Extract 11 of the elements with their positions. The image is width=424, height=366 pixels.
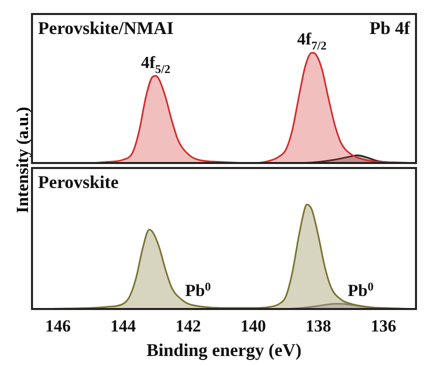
- x-tick-label: 146: [45, 316, 71, 336]
- text: Perovskite: [38, 172, 119, 192]
- x-tick-label: 142: [175, 316, 201, 336]
- x-tick-label: 140: [240, 316, 266, 336]
- y-axis-title: Intensity (a.u.): [13, 106, 33, 216]
- x-tick-label: 138: [306, 316, 332, 336]
- x-tick-label: 144: [110, 316, 136, 336]
- text: Perovskite/NMAI: [38, 18, 174, 38]
- text: Pb 4f: [370, 18, 412, 38]
- x-axis-title: Binding energy (eV): [146, 340, 302, 360]
- x-tick-label: 136: [370, 316, 396, 336]
